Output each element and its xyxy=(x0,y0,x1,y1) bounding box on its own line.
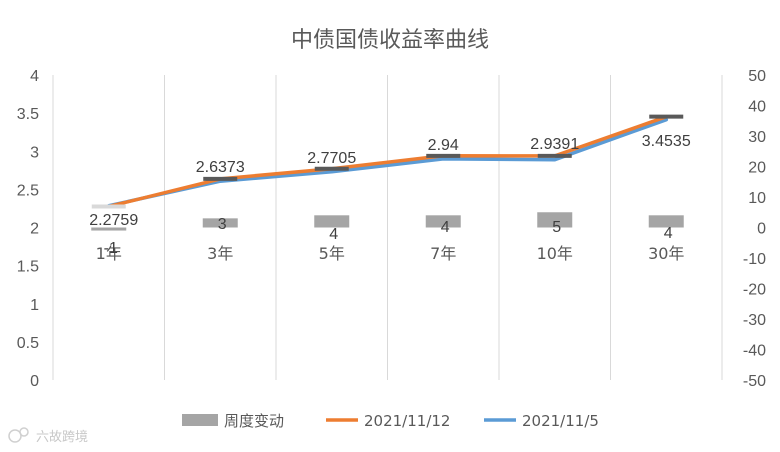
left-tick-label: 4 xyxy=(30,68,39,85)
legend-label: 2021/11/5 xyxy=(522,412,599,430)
right-tick-label: -30 xyxy=(743,312,766,329)
category-label: 7年 xyxy=(430,244,456,263)
left-tick-label: 3 xyxy=(30,144,39,161)
bar-weekly-change xyxy=(648,215,684,228)
watermark: 六故跨境 xyxy=(8,427,88,445)
right-tick-label: 30 xyxy=(748,129,766,146)
line-data-label: 3.4535 xyxy=(642,133,691,150)
watermark-logo-icon xyxy=(8,427,29,443)
right-tick-label: 40 xyxy=(748,99,766,116)
right-axis-ticks: -50 -40 -30 -20 -10 0 10 20 30 40 50 xyxy=(743,68,766,390)
left-tick-label: 0 xyxy=(30,373,39,390)
legend-label: 周度变动 xyxy=(224,412,284,430)
category-label: 5年 xyxy=(319,244,345,263)
left-tick-label: 1.5 xyxy=(17,259,39,276)
right-tick-label: -10 xyxy=(743,251,766,268)
yield-lines xyxy=(107,114,669,209)
chart-title: 中债国债收益率曲线 xyxy=(291,28,489,53)
bar-data-label: 4 xyxy=(441,219,450,236)
bar-data-label: 3 xyxy=(218,216,227,233)
left-tick-label: 1 xyxy=(30,297,39,314)
bar-weekly-change xyxy=(537,212,573,228)
weekly-change-bars xyxy=(91,212,684,231)
right-tick-label: 20 xyxy=(748,160,766,177)
bar-weekly-change xyxy=(314,215,350,228)
left-tick-label: 3.5 xyxy=(17,106,39,123)
legend-label: 2021/11/12 xyxy=(364,412,450,430)
right-tick-label: -50 xyxy=(743,373,766,390)
category-label: 1年 xyxy=(96,244,122,263)
category-label: 3年 xyxy=(207,244,233,263)
bar-weekly-change xyxy=(202,218,238,228)
data-labels: 2.2759 2.6373 2.7705 2.94 2.9391 3.4535 -1 3 4 4 5… xyxy=(89,133,691,257)
category-labels: 1年 3年 5年 7年 10年 30年 xyxy=(96,244,685,263)
yield-markers xyxy=(91,114,684,209)
watermark-text: 六故跨境 xyxy=(36,430,88,445)
bar-data-label: 5 xyxy=(552,219,561,236)
line-data-label: 2.6373 xyxy=(196,159,245,176)
right-tick-label: -40 xyxy=(743,343,766,360)
bar-data-label: 4 xyxy=(664,225,673,242)
bar-weekly-change xyxy=(91,227,127,231)
left-tick-label: 2.5 xyxy=(17,182,39,199)
line-data-label: 2.2759 xyxy=(89,212,138,229)
line-data-label: 2.7705 xyxy=(307,150,356,167)
category-label: 10年 xyxy=(537,244,573,263)
series-line xyxy=(107,114,669,209)
right-tick-label: 10 xyxy=(748,190,766,207)
line-data-label: 2.9391 xyxy=(530,136,579,153)
legend: 周度变动 2021/11/12 2021/11/5 xyxy=(182,412,599,430)
right-tick-label: -20 xyxy=(743,282,766,299)
bar-data-label: -1 xyxy=(104,240,118,257)
bar-data-label: 4 xyxy=(329,226,338,243)
gridlines xyxy=(52,75,723,380)
bar-weekly-change xyxy=(425,215,461,228)
right-tick-label: 0 xyxy=(757,221,766,238)
category-label: 30年 xyxy=(648,244,684,263)
right-tick-label: 50 xyxy=(748,68,766,85)
left-tick-label: 0.5 xyxy=(17,335,39,352)
legend-swatch-bar xyxy=(182,414,218,426)
left-axis-ticks: 0 0.5 1 1.5 2 2.5 3 3.5 4 xyxy=(17,68,39,390)
left-tick-label: 2 xyxy=(30,221,39,238)
line-data-label: 2.94 xyxy=(428,137,459,154)
